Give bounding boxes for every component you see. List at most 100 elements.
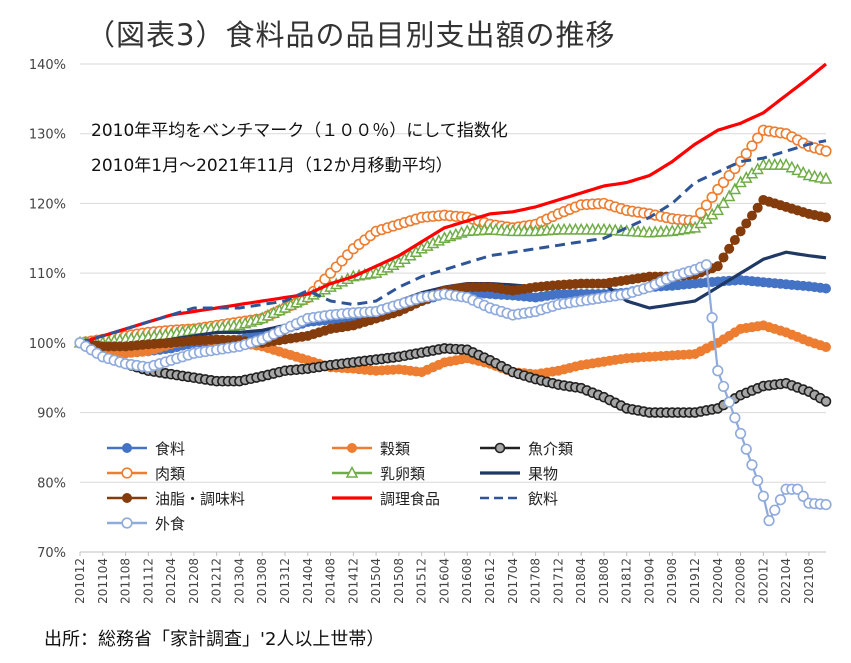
- x-tick-label: 201104: [96, 558, 110, 604]
- data-point: [752, 202, 763, 213]
- y-tick-label: 100%: [29, 337, 66, 352]
- chart-source: 出所：総務省「家計調査」'2人以上世帯）: [44, 629, 385, 650]
- data-point: [752, 474, 764, 487]
- legend-label: 外食: [155, 515, 185, 533]
- legend-label: 魚介類: [528, 440, 573, 458]
- series-2: [74, 337, 832, 418]
- x-tick-label: 201508: [392, 558, 406, 604]
- legend-label: 飲料: [528, 490, 558, 508]
- legend-marker: [122, 493, 132, 503]
- data-point: [757, 490, 769, 502]
- legend-marker: [494, 442, 506, 454]
- data-point: [819, 171, 833, 184]
- series-7: [79, 62, 828, 345]
- x-tick-label: 201304: [232, 558, 246, 604]
- data-point: [722, 189, 736, 202]
- x-tick-label: 201404: [301, 558, 315, 604]
- data-point: [746, 210, 757, 221]
- data-point: [752, 132, 764, 144]
- y-tick-label: 70%: [37, 546, 66, 561]
- data-point: [763, 515, 775, 527]
- data-point: [821, 342, 831, 353]
- data-point: [821, 283, 831, 294]
- y-tick-label: 90%: [37, 407, 66, 422]
- data-point: [740, 443, 752, 455]
- data-point: [729, 412, 741, 424]
- legend-marker: [122, 443, 132, 453]
- x-tick-label: 201912: [688, 558, 702, 604]
- data-point: [741, 218, 752, 229]
- legend-label: 果物: [528, 465, 558, 483]
- series-8: [79, 139, 827, 345]
- legend-item: 穀類: [332, 440, 410, 458]
- legend-marker: [121, 517, 133, 529]
- y-tick-label: 110%: [29, 267, 66, 282]
- x-tick-label: 201308: [255, 558, 269, 604]
- x-tick-label: 202012: [756, 558, 770, 604]
- data-point: [700, 199, 713, 211]
- x-tick-label: 201604: [437, 558, 451, 604]
- x-tick-label: 202104: [779, 558, 793, 604]
- data-point: [774, 494, 787, 506]
- series-9: [74, 259, 832, 527]
- legend-label: 穀類: [380, 440, 410, 458]
- data-point: [723, 396, 735, 408]
- data-point: [723, 169, 735, 182]
- x-tick-label: 201812: [620, 558, 634, 604]
- data-point: [712, 183, 724, 196]
- x-tick-label: 201512: [415, 558, 429, 604]
- legend-label: 油脂・調味料: [155, 490, 245, 508]
- chart-title: （図表3）食料品の品目別支出額の推移: [86, 18, 616, 52]
- x-tick-label: 201204: [164, 558, 178, 604]
- legend-item: 魚介類: [480, 440, 573, 458]
- x-tick-label: 201208: [187, 558, 201, 604]
- y-tick-label: 140%: [29, 58, 66, 73]
- y-tick-label: 80%: [37, 476, 66, 491]
- y-tick-label: 130%: [29, 128, 66, 143]
- legend-marker: [347, 443, 357, 453]
- x-tick-label: 201312: [278, 558, 292, 604]
- data-point: [700, 259, 713, 271]
- x-tick-label: 202108: [802, 558, 816, 604]
- legend-item: 調理食品: [332, 490, 440, 508]
- legend-item: 果物: [480, 465, 558, 483]
- legend-item: 飲料: [480, 490, 558, 508]
- chart-note-period: 2010年1月〜2021年11月（12か月移動平均）: [91, 156, 453, 176]
- series-4: [73, 157, 833, 348]
- data-point: [728, 182, 742, 195]
- x-tick-label: 201708: [529, 558, 543, 604]
- data-point: [791, 483, 804, 495]
- legend-label: 乳卵類: [380, 465, 425, 483]
- x-tick-label: 201408: [324, 558, 338, 604]
- x-tick-label: 201012: [73, 558, 87, 604]
- data-point: [746, 140, 758, 152]
- legend-label: 調理食品: [380, 490, 440, 508]
- data-point: [729, 235, 740, 246]
- data-point: [718, 252, 729, 263]
- legend-label: 肉類: [155, 465, 185, 483]
- data-point: [821, 212, 831, 223]
- x-tick-label: 202008: [734, 558, 748, 604]
- data-point: [797, 490, 809, 502]
- data-point: [717, 380, 730, 393]
- x-tick-label: 202004: [711, 558, 725, 604]
- legend-item: 外食: [107, 515, 185, 533]
- x-tick-label: 201704: [506, 558, 520, 604]
- x-tick-label: 201108: [119, 558, 133, 604]
- data-point: [746, 459, 758, 471]
- legend-item: 肉類: [107, 465, 185, 483]
- data-point: [706, 191, 718, 203]
- data-point: [740, 148, 752, 160]
- x-tick-label: 201904: [642, 558, 656, 604]
- legend-item: 食料: [107, 440, 185, 458]
- legend-label: 食料: [155, 440, 185, 458]
- data-point: [711, 203, 725, 216]
- data-point: [769, 504, 781, 516]
- data-point: [717, 176, 730, 189]
- data-point: [820, 145, 832, 157]
- x-tick-label: 201908: [665, 558, 679, 604]
- x-tick-label: 201504: [369, 558, 383, 604]
- data-point: [712, 365, 724, 377]
- x-tick-label: 201712: [551, 558, 565, 604]
